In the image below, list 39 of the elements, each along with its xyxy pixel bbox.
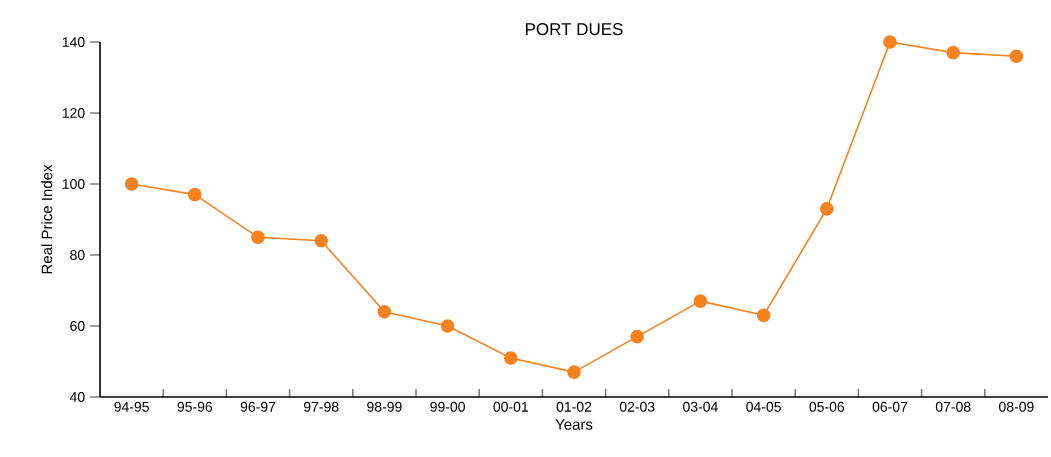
x-axis-title: Years (555, 419, 593, 430)
x-tick-label: 05-06 (809, 401, 845, 412)
y-tick-label: 100 (62, 179, 85, 189)
x-tick-label: 06-07 (872, 401, 908, 412)
y-tick-label: 120 (62, 108, 85, 118)
point (504, 351, 518, 365)
x-tick-label: 97-98 (303, 401, 339, 412)
x-tick-label: 02-03 (619, 401, 655, 412)
x-tick-label: 94-95 (114, 401, 149, 412)
point (820, 202, 834, 216)
x-tick-label: 07-08 (935, 401, 971, 412)
x-tick-label: 08-09 (999, 401, 1034, 412)
x-tick-label: 95-96 (177, 401, 213, 412)
y-tick-label: 40 (69, 392, 85, 402)
point (693, 294, 708, 308)
point (756, 308, 771, 323)
point (1009, 49, 1024, 63)
x-tick-label: 03-04 (683, 401, 718, 412)
y-tick-label: 60 (70, 321, 85, 331)
chart-title: PORT DUES (525, 23, 623, 36)
y-axis-title: Real Price Index (41, 164, 53, 274)
point (188, 187, 202, 202)
x-tick-label: 99-00 (430, 401, 465, 412)
y-tick-label: 140 (62, 37, 85, 47)
point (377, 304, 392, 319)
point (883, 35, 897, 49)
x-tick-label: 96-97 (240, 401, 276, 412)
point (124, 177, 139, 191)
x-tick-label: 04-05 (746, 401, 781, 412)
x-tick-label: 01-02 (556, 401, 592, 412)
point (440, 319, 455, 333)
x-tick-label: 00-01 (493, 401, 529, 412)
point (946, 45, 960, 60)
y-tick-label: 80 (70, 250, 85, 260)
point (314, 233, 329, 248)
point (251, 230, 265, 245)
point (567, 365, 581, 379)
point (630, 329, 645, 344)
x-tick-label: 98-99 (367, 401, 402, 412)
